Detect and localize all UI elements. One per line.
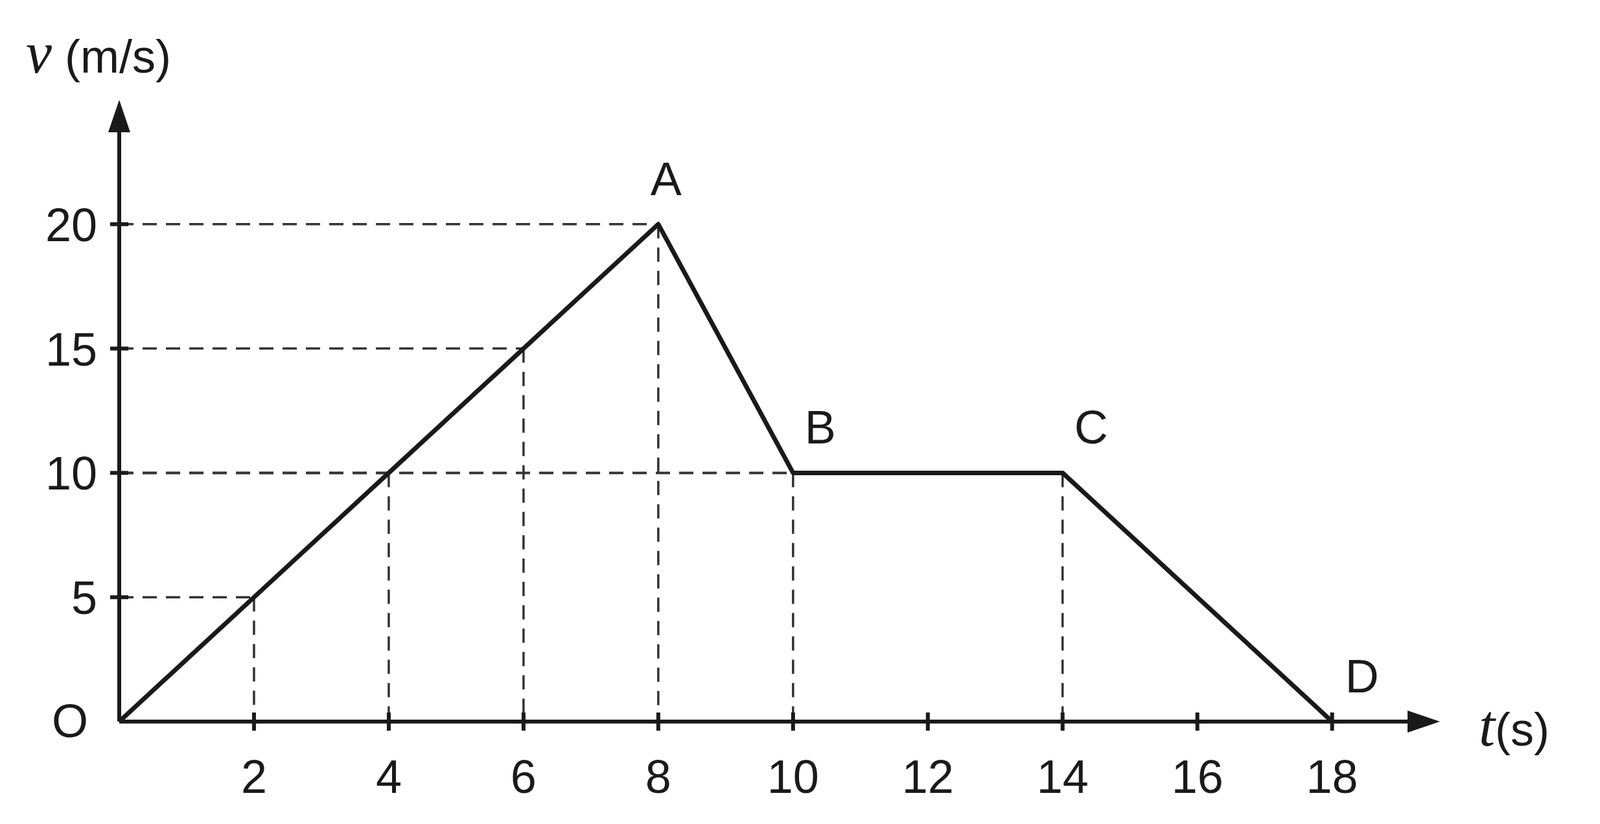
x-tick-label: 6 [510, 750, 537, 803]
y-tick-label: 10 [45, 447, 98, 499]
guide-vertical [522, 348, 525, 722]
x-tick-label: 4 [375, 750, 402, 803]
x-tick [791, 712, 796, 731]
y-axis [117, 119, 122, 722]
point-label: D [1345, 649, 1380, 702]
x-tick-label: 14 [1036, 750, 1089, 803]
x-tick [926, 712, 930, 731]
guide-horizontal [119, 222, 659, 226]
x-tick-label: 18 [1306, 750, 1359, 803]
axes: 2 4 6 8 10 12 14 16 18 5 10 15 20 [45, 99, 1440, 803]
guide-vertical [791, 472, 795, 722]
x-tick [386, 712, 391, 731]
point-label: B [804, 401, 836, 453]
x-tick [656, 712, 661, 731]
y-axis-label: v (m/s) [25, 20, 172, 85]
y-axis-arrow [108, 99, 131, 133]
x-tick [252, 712, 256, 731]
guide-vertical [1061, 472, 1065, 722]
point-label: A [650, 152, 682, 205]
point-label: O [51, 694, 89, 747]
y-tick-label: 15 [45, 323, 98, 376]
chart-root: 2 4 6 8 10 12 14 16 18 5 10 15 20 v (m/s) t(s) O A B C D [0, 0, 1600, 824]
y-tick [110, 222, 129, 227]
x-axis-arrow [1407, 710, 1440, 733]
guide-vertical [387, 472, 391, 722]
y-tick [110, 470, 129, 475]
y-axis-label-unit: (m/s) [51, 30, 172, 83]
x-tick-label: 8 [645, 750, 672, 803]
series [119, 224, 1333, 722]
point-labels: O A B C D [51, 152, 1380, 747]
x-tick [1060, 712, 1065, 731]
x-tick-label: 2 [241, 750, 267, 803]
y-axis-label-symbol: v [25, 20, 52, 85]
guide-horizontal [119, 595, 255, 599]
x-tick-label: 10 [767, 750, 820, 803]
x-axis-label-symbol: t [1478, 693, 1497, 758]
point-label: C [1074, 401, 1109, 453]
x-axis [119, 719, 1421, 724]
y-tick-label: 20 [45, 198, 98, 251]
guide-horizontal [119, 471, 389, 475]
x-tick [521, 712, 526, 731]
guide-vertical [252, 596, 256, 722]
x-axis-label: t(s) [1478, 693, 1550, 758]
guide-horizontal [119, 347, 524, 350]
x-tick-label: 12 [902, 750, 954, 803]
y-tick-label: 5 [71, 571, 98, 624]
velocity-line [119, 224, 1333, 722]
x-axis-label-unit: (s) [1495, 703, 1550, 755]
x-tick-label: 16 [1171, 750, 1224, 803]
x-tick [1195, 712, 1200, 731]
y-tick [110, 346, 129, 351]
chart-svg: 2 4 6 8 10 12 14 16 18 5 10 15 20 v (m/s) t(s) O A B C D [0, 0, 1600, 824]
y-tick [110, 594, 129, 599]
